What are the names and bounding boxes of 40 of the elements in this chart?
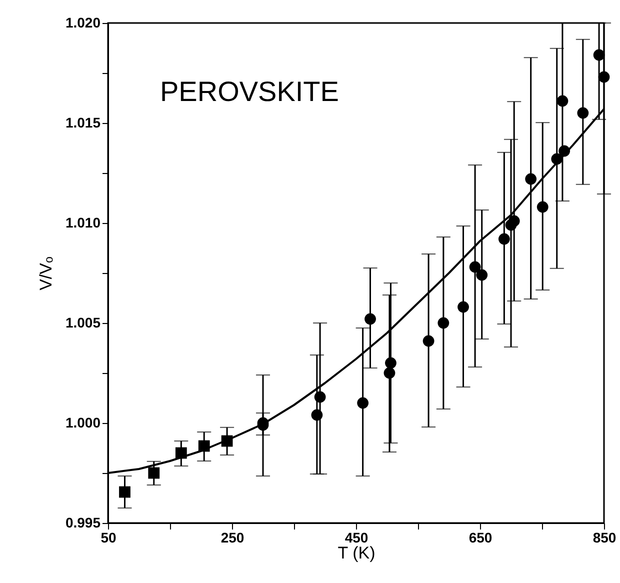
point [598, 71, 610, 83]
point [314, 391, 326, 403]
point [508, 215, 520, 227]
point [148, 467, 160, 479]
y-tick-label: 1.015 [65, 114, 101, 130]
point [175, 447, 187, 459]
point [384, 367, 396, 379]
point [357, 397, 369, 409]
point [364, 313, 376, 325]
point [438, 317, 450, 329]
point [458, 301, 469, 313]
y-tick-label: 0.995 [65, 514, 101, 530]
point [558, 145, 570, 157]
annotation: PEROVSKITE [160, 76, 339, 107]
y-tick-label: 1.020 [65, 14, 101, 30]
y-axis-title: V/Vₒ [36, 256, 56, 290]
point [422, 335, 434, 347]
x-tick-label: 250 [220, 530, 244, 546]
point [198, 440, 210, 452]
x-tick-label: 450 [344, 530, 368, 546]
point [536, 201, 548, 213]
point [476, 269, 488, 281]
point [311, 409, 323, 421]
y-tick-label: 1.005 [65, 314, 101, 330]
point [469, 261, 481, 273]
y-tick-label: 1.000 [65, 414, 101, 430]
point [385, 357, 396, 369]
x-tick-label: 850 [592, 530, 616, 546]
x-tick-label: 50 [100, 530, 116, 546]
point [119, 486, 130, 498]
point [556, 95, 568, 107]
point [525, 173, 537, 185]
point [577, 107, 589, 119]
point [593, 49, 605, 61]
point [551, 153, 563, 165]
x-axis-title: T (K) [338, 544, 376, 562]
y-tick-label: 1.010 [65, 214, 101, 230]
x-tick-label: 650 [468, 530, 492, 546]
point [221, 435, 233, 447]
point [498, 233, 510, 245]
